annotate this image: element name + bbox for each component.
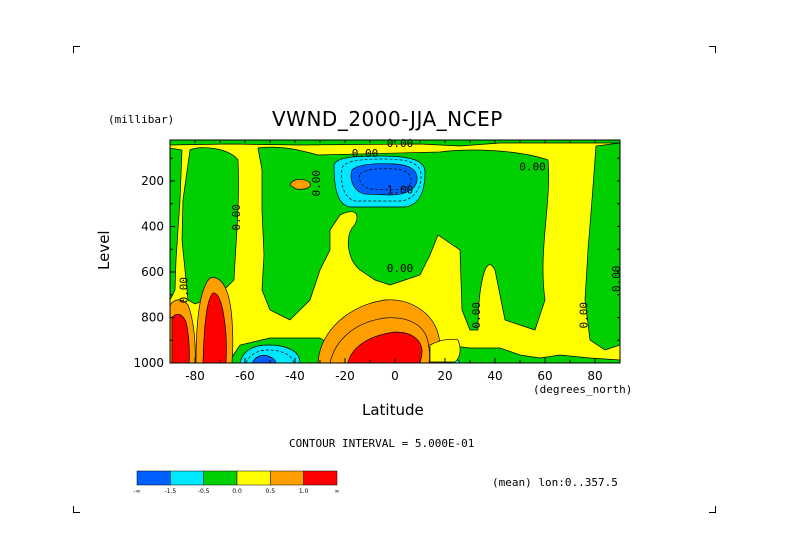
colorbar-label: 0.5 — [266, 488, 276, 495]
colorbar-label: 1.0 — [299, 488, 309, 495]
contour-label: 0.00 — [387, 137, 414, 150]
x-tick-label: -20 — [335, 369, 355, 383]
colorbar-swatch — [170, 470, 204, 486]
colorbar-label: ∞ — [335, 488, 340, 495]
contour-interval-note: CONTOUR INTERVAL = 5.000E-01 — [289, 437, 475, 450]
contour-label: 0.00 — [310, 170, 323, 197]
x-tick-label: -80 — [185, 369, 205, 383]
x-tick-label: 20 — [437, 369, 452, 383]
chart-title: VWND_2000-JJA_NCEP — [272, 107, 503, 131]
y-tick-label: 600 — [141, 265, 164, 279]
colorbar: -∞ -1.5 -0.5 0.0 0.5 1.0 ∞ — [133, 470, 340, 495]
colorbar-swatch — [203, 470, 238, 486]
contour-label: 0.00 — [578, 302, 591, 329]
crop-mark-top-right — [709, 46, 716, 53]
colorbar-label: -∞ — [133, 488, 140, 495]
x-tick-label: -60 — [235, 369, 255, 383]
y-tick-label: 400 — [141, 219, 164, 233]
fill-blue-upper — [350, 163, 418, 196]
contour-fill-layer — [170, 140, 620, 363]
colorbar-label: 0.0 — [232, 488, 242, 495]
contour-label: 1.00 — [387, 183, 414, 196]
fill-green-right-ridge — [584, 142, 620, 351]
fill-green-central — [257, 146, 550, 331]
contour-label-layer: 0.00 0.00 1.00 0.00 0.00 0.00 0.00 0.00 0.00 0.00… — [178, 137, 624, 329]
colorbar-swatch — [303, 470, 338, 486]
fill-red-left-2 — [202, 292, 227, 363]
y-tick-label: 200 — [141, 174, 164, 188]
x-axis-ticks: -80 -60 -40 -20 0 20 40 60 80 — [169, 140, 621, 383]
crop-mark-top-left — [73, 46, 80, 53]
y-tick-label: 1000 — [133, 356, 164, 370]
crop-mark-bottom-right — [709, 506, 716, 513]
contour-dashed-3 — [245, 349, 295, 363]
contour-label: 0.00 — [610, 266, 623, 293]
contour-label: 0.00 — [519, 161, 546, 174]
fill-green-left-edge — [170, 147, 183, 301]
x-tick-label: 40 — [487, 369, 502, 383]
colorbar-label: -0.5 — [198, 488, 210, 495]
averaging-note: (mean) lon:0..357.5 — [492, 476, 618, 489]
y-tick-label: 800 — [141, 310, 164, 324]
fill-red-central — [347, 331, 423, 363]
x-axis-units: (degrees_north) — [533, 383, 633, 396]
y-axis-ticks: 200 400 600 800 1000 — [133, 157, 620, 370]
contour-label: 0.00 — [352, 147, 379, 160]
x-tick-label: 0 — [391, 369, 399, 383]
colorbar-swatch — [236, 470, 271, 486]
contour-label: 0.00 — [230, 204, 243, 231]
colorbar-swatch — [136, 470, 171, 486]
x-tick-label: 80 — [587, 369, 602, 383]
x-tick-label: 60 — [537, 369, 552, 383]
fill-yellow-right-patch — [429, 338, 461, 363]
x-tick-label: -40 — [285, 369, 305, 383]
colorbar-swatch — [270, 470, 304, 486]
contour-label: 0.00 — [178, 277, 191, 304]
fill-orange-small-patch — [289, 179, 311, 190]
contour-label: 0.00 — [470, 302, 483, 329]
x-axis-label: Latitude — [362, 401, 424, 419]
contour-label: 0.00 — [387, 262, 414, 275]
crop-mark-bottom-left — [73, 506, 80, 513]
fill-green-left-column — [181, 147, 239, 305]
colorbar-label: -1.5 — [164, 488, 176, 495]
fill-red-left-1 — [171, 313, 190, 363]
y-axis-units: (millibar) — [108, 113, 175, 126]
